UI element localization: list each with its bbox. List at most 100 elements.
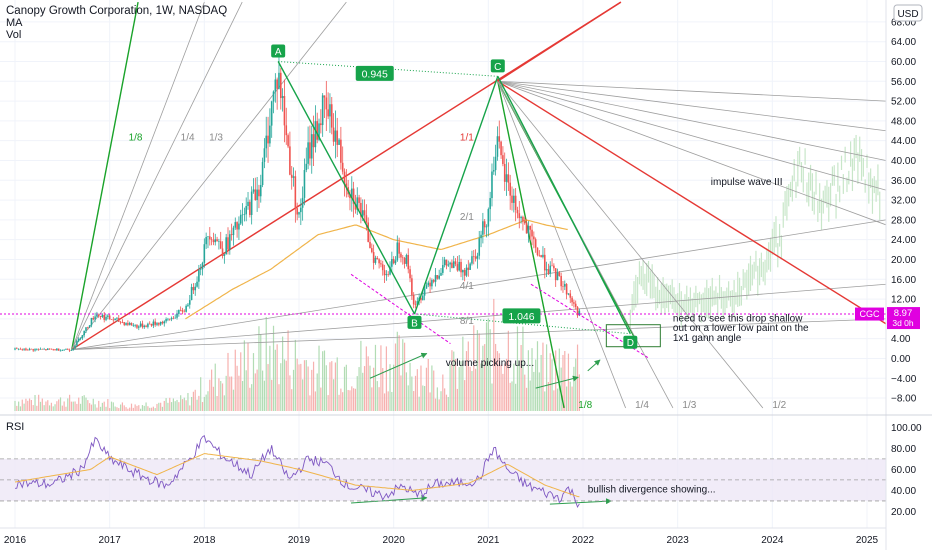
volume-bar (298, 364, 300, 411)
volume-bar (518, 360, 520, 411)
price-tick-label: 52.00 (891, 97, 916, 108)
candle-body (87, 327, 89, 328)
volume-bar (252, 353, 255, 411)
volume-bar (167, 402, 169, 411)
candle-body (354, 203, 357, 210)
candle-body (110, 319, 113, 320)
volume-bar (491, 383, 493, 411)
volume-bar (129, 407, 131, 411)
candle-body (101, 315, 104, 317)
candle-body (407, 254, 410, 270)
volume-bar (36, 405, 38, 411)
volume-bar (458, 367, 460, 411)
volume-bar (513, 363, 515, 411)
volume-bar (456, 388, 458, 411)
rsi-indicator-label[interactable]: RSI (6, 421, 24, 433)
candle-body (531, 229, 533, 237)
candle-body (387, 274, 390, 275)
candle-body (127, 323, 129, 325)
volume-bar (509, 382, 511, 411)
candle-body (139, 323, 142, 327)
volume-bar (545, 344, 548, 411)
candle-body (389, 266, 391, 275)
candle-body (187, 304, 189, 306)
candle-body (198, 269, 200, 282)
candle-body (165, 319, 167, 322)
volume-bar (431, 365, 433, 411)
volume-bar (220, 381, 222, 411)
gann-fan-1-ray-label: 1/4 (181, 133, 195, 144)
currency-button[interactable]: USD (893, 4, 923, 22)
candle-body (534, 239, 537, 248)
vol-indicator-label[interactable]: Vol (6, 29, 21, 41)
candle-body (96, 314, 98, 317)
candle-body (116, 318, 118, 319)
volume-bar (21, 399, 23, 411)
volume-bar (47, 400, 49, 411)
rsi-tick-label: 40.00 (891, 486, 916, 497)
candle-body (190, 287, 193, 301)
volume-bar (407, 385, 409, 411)
volume-bar (103, 401, 105, 411)
badge-countdown: 3d 0h (892, 318, 914, 328)
candle-body (378, 259, 380, 264)
gann-fan-2-ray (497, 80, 886, 132)
annotation-text: need to see this drop shallow (673, 313, 803, 324)
volume-bar (525, 387, 528, 411)
volume-bar (223, 395, 225, 411)
badge-price: 8.97 (894, 308, 913, 319)
volume-bar (363, 366, 366, 411)
volume-bar (194, 389, 196, 411)
candle-body (59, 350, 62, 352)
candle-body (14, 348, 16, 350)
volume-bar (19, 406, 22, 411)
volume-bar (107, 399, 109, 411)
volume-bar (58, 399, 60, 411)
ma-indicator-label[interactable]: MA (6, 17, 23, 29)
volume-bar (28, 398, 31, 411)
candle-body (112, 319, 115, 321)
candle-body (527, 225, 530, 234)
candle-body (525, 223, 528, 234)
candle-body (496, 136, 499, 157)
volume-bar (318, 345, 320, 411)
candle-body (212, 239, 215, 243)
volume-bar (189, 405, 191, 411)
candle-body (150, 323, 153, 326)
volume-bar (278, 384, 280, 411)
candle-body (409, 269, 411, 279)
candle-body (456, 264, 459, 271)
gann-fan-1-ray (71, 1, 243, 350)
candle-body (352, 188, 355, 204)
volume-bar (394, 343, 397, 411)
volume-bar (285, 360, 287, 411)
volume-bar (322, 351, 324, 411)
gann-fan-2-top-ray (497, 1, 622, 82)
candle-body (309, 142, 311, 159)
volume-bar (447, 396, 449, 411)
candle-body (199, 269, 202, 270)
candle-body (301, 197, 304, 208)
volume-bar (351, 386, 353, 411)
volume-bar (54, 404, 56, 411)
candle-body (105, 316, 107, 320)
volume-bar (542, 342, 544, 411)
candle-body (123, 322, 126, 325)
volume-bar (187, 393, 189, 411)
volume-bar (118, 408, 120, 411)
candle-body (179, 310, 182, 311)
volume-bar (402, 339, 404, 411)
candle-body (65, 349, 67, 350)
candle-body (432, 280, 435, 282)
rsi-tick-label: 100.00 (891, 423, 922, 434)
candle-body (168, 318, 171, 320)
volume-bar (89, 403, 91, 411)
candle-body (63, 349, 65, 351)
volume-bar (575, 358, 577, 411)
volume-bar (442, 374, 444, 411)
candle-body (238, 223, 240, 230)
candle-body (565, 284, 568, 295)
gann-fan-1-ray-label: 2/1 (460, 212, 474, 223)
candle-body (560, 275, 562, 287)
